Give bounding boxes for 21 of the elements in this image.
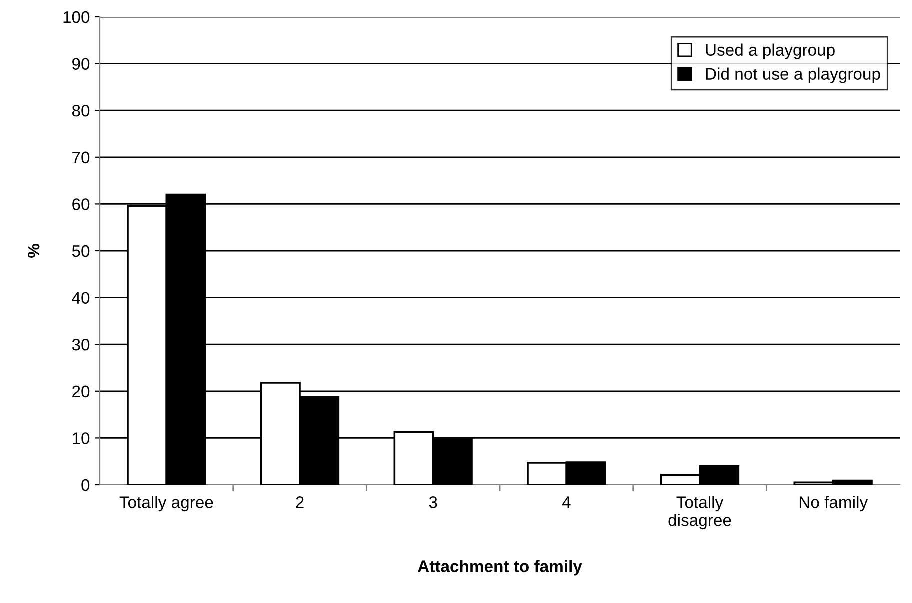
x-tick-label: 2 [296,496,304,508]
y-tick-label: 100 [64,11,90,24]
y-tick-label: 80 [72,105,90,117]
x-tick-label: 4 [562,496,571,508]
x-tick-label: Totally agree [120,496,214,512]
y-tick-label: 10 [73,432,90,444]
x-axis-title: Attachment to family [418,560,582,576]
legend-label: Did not use a playgroup [706,68,880,84]
y-tick-label: 50 [72,245,90,258]
y-tick-label: 90 [72,58,90,70]
x-tick-label: No family [800,496,868,512]
y-tick-label: 0 [82,479,90,492]
legend-label: Used a playgroup [706,44,835,60]
y-tick-label: 30 [72,339,90,351]
x-tick-label: Totally disagree [668,496,732,530]
y-tick-label: 60 [72,198,90,210]
y-tick-label: 40 [72,292,90,304]
y-tick-label: 70 [72,152,90,164]
y-axis-title: % [28,244,40,258]
y-tick-label: 20 [72,386,90,398]
x-tick-label: 3 [429,496,438,508]
